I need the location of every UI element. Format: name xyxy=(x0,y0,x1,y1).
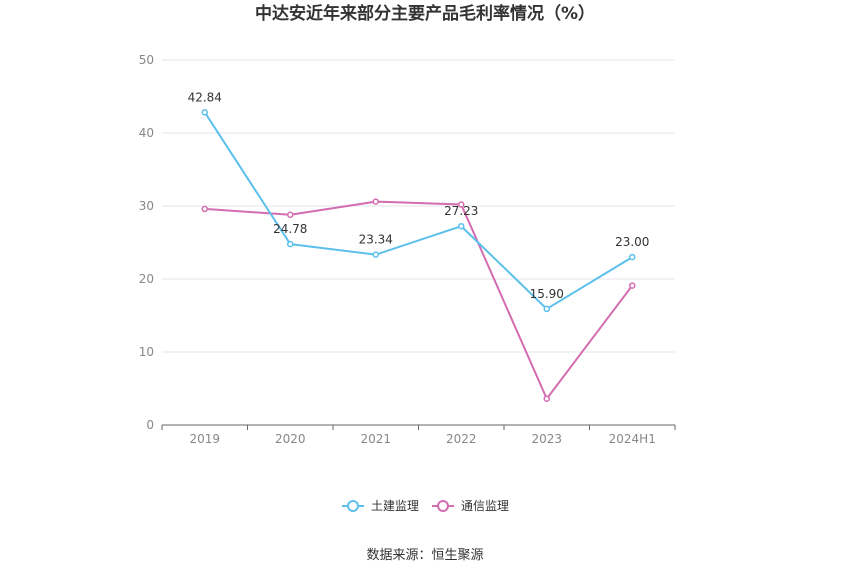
data-point[interactable] xyxy=(287,240,294,248)
x-tick-label: 2023 xyxy=(531,432,562,446)
y-tick-label: 30 xyxy=(139,199,154,213)
data-label: 23.34 xyxy=(359,233,393,247)
y-tick-label: 20 xyxy=(139,272,154,286)
legend[interactable]: 土建监理 通信监理 xyxy=(342,499,509,513)
legend-label: 通信监理 xyxy=(461,499,509,513)
legend-marker-icon xyxy=(437,500,449,512)
data-point[interactable] xyxy=(629,253,636,261)
y-axis-ticks: 0 10 20 30 40 50 xyxy=(139,53,154,432)
series-group xyxy=(201,109,636,402)
data-label: 42.84 xyxy=(188,90,222,104)
data-label: 27.23 xyxy=(444,204,478,218)
legend-item-1[interactable]: 通信监理 xyxy=(432,499,509,513)
legend-item-0[interactable]: 土建监理 xyxy=(342,499,419,513)
x-tick-label: 2021 xyxy=(360,432,391,446)
data-point[interactable] xyxy=(201,205,208,213)
data-point[interactable] xyxy=(287,211,294,219)
legend-marker-icon xyxy=(347,500,359,512)
data-labels: 42.84 24.78 23.34 27.23 15.90 23.00 xyxy=(188,90,650,301)
y-tick-label: 40 xyxy=(139,126,154,140)
source-note: 数据来源：恒生聚源 xyxy=(366,548,483,563)
x-tick-label: 2022 xyxy=(446,432,477,446)
data-point[interactable] xyxy=(372,251,379,258)
series-line-1 xyxy=(204,200,634,400)
x-axis: 2019 2020 2021 2022 2023 2024H1 xyxy=(161,424,676,446)
y-tick-label: 10 xyxy=(139,345,154,359)
data-label: 24.78 xyxy=(273,222,307,236)
x-tick-label: 2024H1 xyxy=(609,432,656,446)
y-tick-label: 50 xyxy=(139,53,154,67)
data-point[interactable] xyxy=(543,305,550,313)
chart-title: 中达安近年来部分主要产品毛利率情况（%） xyxy=(255,3,595,24)
legend-label: 土建监理 xyxy=(371,499,419,513)
data-label: 15.90 xyxy=(530,287,564,301)
y-tick-label: 0 xyxy=(146,418,154,432)
x-tick-label: 2019 xyxy=(189,432,220,446)
data-point[interactable] xyxy=(458,222,465,230)
x-tick-label: 2020 xyxy=(275,432,306,446)
data-label: 23.00 xyxy=(615,235,649,249)
data-point[interactable] xyxy=(543,395,550,402)
data-point[interactable] xyxy=(629,282,636,289)
grid xyxy=(162,59,675,353)
data-point[interactable] xyxy=(201,109,208,116)
data-point[interactable] xyxy=(372,198,379,205)
series-line-0 xyxy=(203,111,633,310)
data-point[interactable] xyxy=(458,201,465,208)
